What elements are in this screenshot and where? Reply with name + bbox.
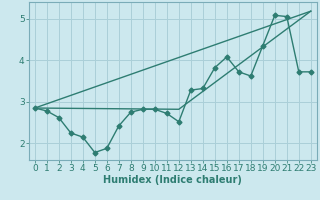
X-axis label: Humidex (Indice chaleur): Humidex (Indice chaleur): [103, 175, 242, 185]
